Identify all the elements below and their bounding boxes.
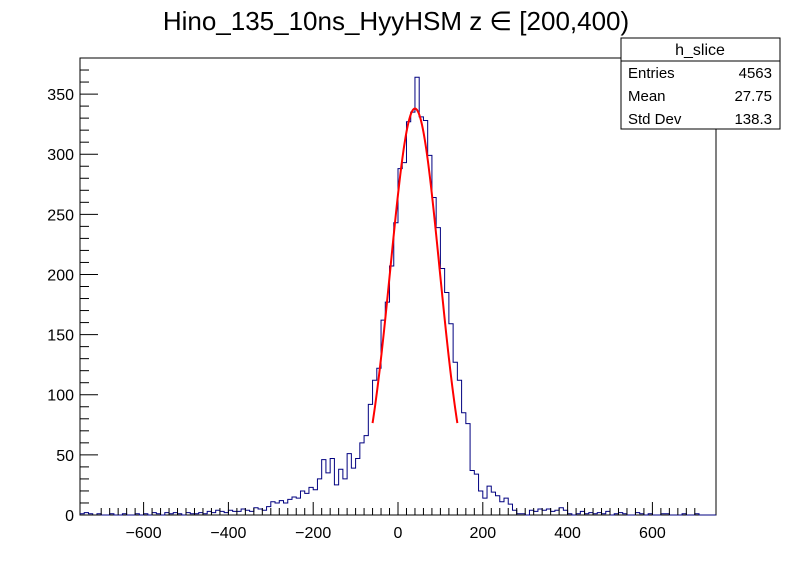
y-tick-label: 0 xyxy=(65,508,74,525)
stats-box-title: h_slice xyxy=(675,42,725,59)
y-tick-label: 50 xyxy=(56,448,74,465)
stats-box-frame xyxy=(620,37,781,130)
stats-mean-value: 27.75 xyxy=(734,88,772,105)
x-tick-label: 400 xyxy=(554,525,581,542)
chart-title: Hino_135_10ns_HyyHSM z ∈ [200,400) xyxy=(163,6,629,36)
x-tick-label: 600 xyxy=(639,525,666,542)
stats-box: h_slice Entries 4563 Mean 27.75 Std Dev … xyxy=(620,37,781,130)
x-tick-label: 200 xyxy=(469,525,496,542)
x-tick-label: 0 xyxy=(394,525,403,542)
y-tick-label: 350 xyxy=(47,87,74,104)
stats-entries-value: 4563 xyxy=(739,65,772,82)
stats-stddev-value: 138.3 xyxy=(734,111,772,128)
stats-stddev-label: Std Dev xyxy=(628,111,682,128)
x-axis: −600 −400 −200 0 200 400 600 xyxy=(100,502,696,542)
stats-mean-label: Mean xyxy=(628,88,666,105)
y-tick-label: 300 xyxy=(47,147,74,164)
x-tick-label: −400 xyxy=(210,525,246,542)
y-tick-label: 100 xyxy=(47,388,74,405)
stats-entries-label: Entries xyxy=(628,65,675,82)
gaussian-fit-line xyxy=(371,107,459,424)
y-tick-label: 250 xyxy=(47,207,74,224)
y-tick-label: 150 xyxy=(47,328,74,345)
y-axis: 0 50 100 150 200 250 300 350 xyxy=(47,69,98,525)
histogram-series xyxy=(80,76,716,516)
x-tick-label: −200 xyxy=(295,525,331,542)
x-tick-label: −600 xyxy=(126,525,162,542)
histogram-line xyxy=(80,76,716,516)
gaussian-fit-series xyxy=(371,107,459,424)
y-tick-label: 200 xyxy=(47,267,74,284)
